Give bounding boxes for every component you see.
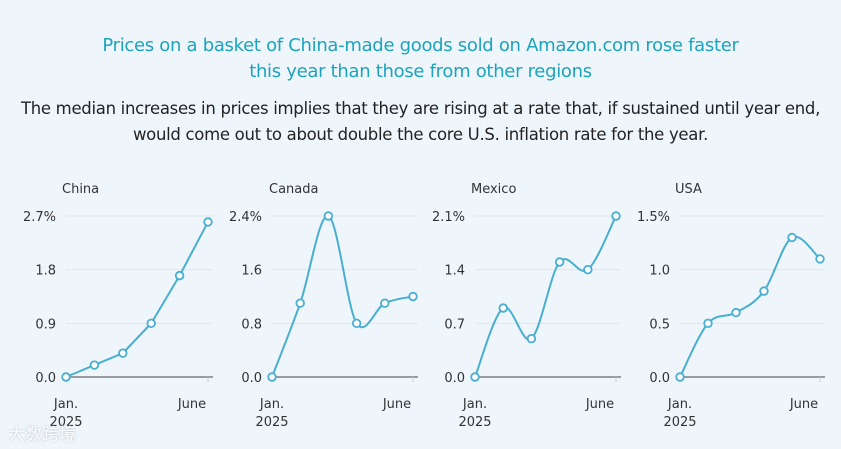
y-tick-label: 1.6 xyxy=(241,264,262,279)
data-point xyxy=(731,307,741,318)
y-tick-label: 0.7 xyxy=(444,317,465,332)
panel-title: Mexico xyxy=(471,182,516,197)
data-point xyxy=(787,232,797,243)
data-point xyxy=(611,211,621,221)
y-tick-label: 1.0 xyxy=(649,264,670,279)
data-point xyxy=(554,257,565,267)
panel-china: China 0.0 0.9 1.8 2.7% Jan. 2025 June xyxy=(23,182,213,430)
data-point xyxy=(351,318,362,329)
data-point xyxy=(526,333,537,344)
y-tick-label: 0.8 xyxy=(241,317,262,332)
data-point xyxy=(380,298,390,308)
subtitle-line-1: The median increases in prices implies t… xyxy=(20,99,821,118)
y-tick-label: 2.7% xyxy=(23,210,56,225)
title-line-1: Prices on a basket of China-made goods s… xyxy=(102,35,739,56)
data-point xyxy=(203,217,213,227)
x-tick-label: June xyxy=(585,397,614,412)
data-point xyxy=(815,254,825,264)
data-point xyxy=(703,318,713,329)
x-tick-label: June xyxy=(382,397,411,412)
y-tick-label: 0.0 xyxy=(649,371,670,386)
panel-title: Canada xyxy=(269,182,318,197)
y-tick-label: 0.5 xyxy=(649,317,670,332)
panel-title: USA xyxy=(675,182,702,197)
y-tick-label: 1.5% xyxy=(637,210,670,225)
watermark: 大数跨境 xyxy=(8,425,76,445)
x-tick-label: Jan. xyxy=(53,397,78,412)
x-tick-label: 2025 xyxy=(663,415,696,430)
x-tick-label: 2025 xyxy=(49,415,82,430)
data-point xyxy=(675,372,685,382)
panel-mexico: Mexico 0.0 0.7 1.4 2.1% Jan. 2025 June xyxy=(432,182,621,430)
x-tick-label: June xyxy=(177,397,206,412)
y-tick-label: 0.0 xyxy=(241,371,262,386)
data-point xyxy=(583,264,593,275)
panel-usa: USA 0.0 0.5 1.0 1.5% Jan. 2025 June xyxy=(637,182,825,430)
y-tick-label: 1.4 xyxy=(444,264,465,279)
y-tick-label: 0.0 xyxy=(35,371,56,386)
y-tick-label: 1.8 xyxy=(35,264,56,279)
data-point xyxy=(295,298,305,308)
data-point xyxy=(323,211,334,221)
y-tick-label: 2.1% xyxy=(432,210,465,225)
data-point xyxy=(470,372,480,382)
data-point xyxy=(498,303,508,313)
panel-canada: Canada 0.0 0.8 1.6 2.4% Jan. 2025 June xyxy=(229,182,418,430)
x-tick-label: Jan. xyxy=(462,397,487,412)
data-point xyxy=(174,270,185,281)
data-point xyxy=(118,348,128,358)
panel-title: China xyxy=(62,182,99,197)
data-point xyxy=(759,286,769,296)
series-line xyxy=(679,235,821,378)
series-line xyxy=(474,215,617,378)
series-line xyxy=(271,215,414,378)
x-tick-label: Jan. xyxy=(259,397,284,412)
data-point xyxy=(61,372,71,382)
data-point xyxy=(89,360,100,370)
y-tick-label: 0.9 xyxy=(35,317,56,332)
subtitle-line-2: would come out to about double the core … xyxy=(132,125,709,144)
x-tick-label: June xyxy=(789,397,818,412)
y-tick-label: 2.4% xyxy=(229,210,262,225)
data-point xyxy=(408,291,418,302)
series-line xyxy=(65,221,209,378)
x-tick-label: 2025 xyxy=(255,415,288,430)
data-point xyxy=(267,372,277,382)
title-line-2: this year than those from other regions xyxy=(249,61,592,82)
chart-title: Prices on a basket of China-made goods s… xyxy=(0,33,841,85)
chart-subtitle: The median increases in prices implies t… xyxy=(0,96,841,148)
y-tick-label: 0.0 xyxy=(444,371,465,386)
data-point xyxy=(146,318,156,329)
x-tick-label: Jan. xyxy=(667,397,692,412)
x-tick-label: 2025 xyxy=(458,415,491,430)
